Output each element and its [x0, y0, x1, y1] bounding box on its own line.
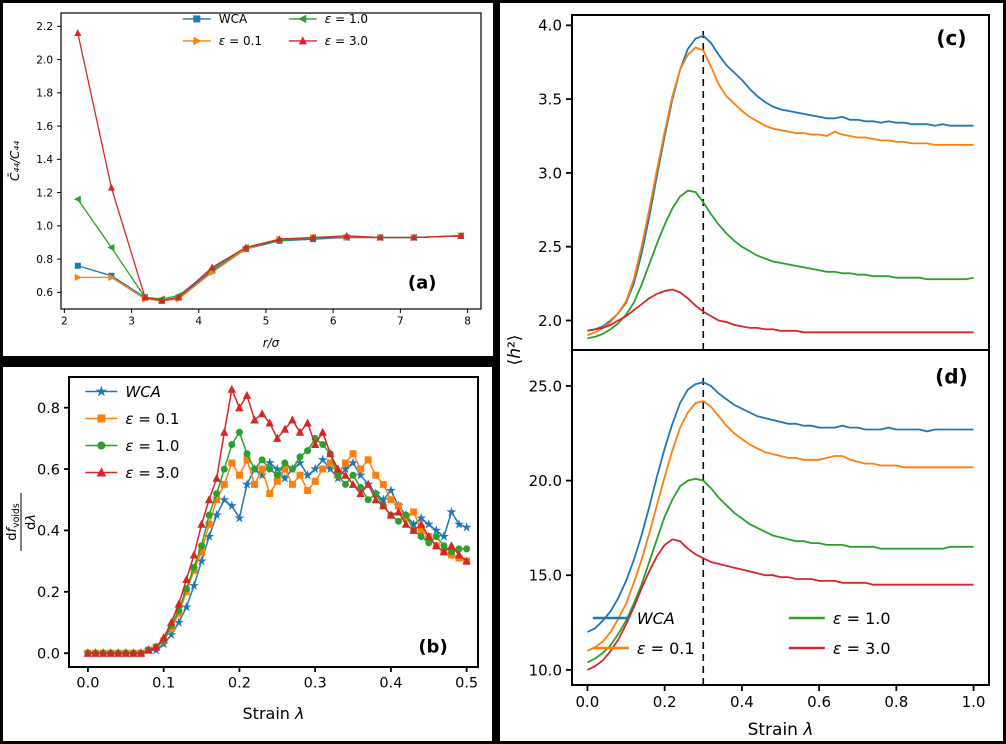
panel-right: 2.0 2.5 3.0 3.5 4.0 (c) 0.0 0.2 0.4 0.6 0.8 1.0 10.0… — [500, 3, 1003, 741]
ytick-label: 2.0 — [36, 54, 53, 66]
xtick-label: 6 — [330, 316, 337, 328]
xtick-label: 0.2 — [653, 693, 677, 711]
ytick-label: 0.0 — [37, 646, 60, 662]
ytick-label: 0.6 — [37, 462, 60, 478]
legend-label: ε = 3.0 — [325, 34, 368, 48]
series-1.0 — [77, 198, 461, 300]
ytick-label: 1.8 — [36, 88, 53, 100]
xtick-label: 0.3 — [304, 676, 327, 692]
series-WCA — [587, 381, 974, 633]
xlabel-a: r/σ — [263, 336, 280, 350]
ytick-label: 3.0 — [538, 164, 562, 182]
panel-label-a: (a) — [408, 272, 437, 293]
legend-label: ε = 1.0 — [325, 12, 368, 26]
legend-label: ε = 3.0 — [125, 464, 179, 482]
ytick-label: 2.2 — [36, 21, 53, 33]
series-3.0 — [77, 32, 461, 302]
ytick-label: 3.5 — [538, 91, 562, 109]
legend-label: ε = 0.1 — [637, 639, 695, 658]
ytick-label: 10.0 — [529, 661, 562, 679]
ytick-label: 1.4 — [36, 154, 53, 166]
ylabel-b: dfvoids dλ — [5, 493, 39, 551]
ytick-label: 0.4 — [37, 524, 60, 540]
series-1.0 — [587, 477, 974, 664]
ytick-label: 0.8 — [36, 254, 53, 266]
panel-label-c: (c) — [936, 26, 966, 50]
panel-cd-plot: 2.0 2.5 3.0 3.5 4.0 (c) 0.0 0.2 0.4 0.6 0.8 1.0 10.0… — [505, 14, 990, 740]
xlabel-d: Strain λ — [748, 720, 814, 740]
ytick-label: 25.0 — [529, 377, 562, 395]
ytick-label: 15.0 — [529, 567, 562, 585]
axes-frame-a — [60, 12, 482, 310]
xtick-label: 5 — [263, 316, 270, 328]
series-3.0 — [587, 288, 974, 334]
panel-b-plot: 0.0 0.1 0.2 0.3 0.4 0.5 0.0 0.2 0.4 0.6 0.8 Strain … — [5, 376, 479, 723]
legend-label: WCA — [637, 609, 675, 628]
series-1.0 — [587, 189, 974, 340]
series-WCA — [87, 458, 467, 654]
ytick-label: 4.0 — [538, 17, 562, 35]
xtick-label: 0.0 — [76, 676, 99, 692]
ytick-label: 20.0 — [529, 472, 562, 490]
ytick-label: 0.6 — [36, 287, 53, 299]
ylabel-a: C̄₄₄/C₄₄ — [8, 141, 22, 181]
panel-a-plot: 2 3 4 5 6 7 8 0.6 0.8 1.0 1.2 1.4 1.6 1.8 2.0 2.2 r/σ C̄₄… — [8, 12, 482, 350]
ytick-label: 2.0 — [538, 312, 562, 330]
plot-area-b — [82, 384, 472, 658]
ytick-label: 0.8 — [37, 401, 60, 417]
xtick-label: 0.4 — [730, 693, 754, 711]
xtick-label: 0.0 — [576, 693, 600, 711]
legend-label: ε = 0.1 — [219, 34, 262, 48]
panel-label-d: (d) — [935, 365, 968, 389]
legend-label: WCA — [125, 383, 161, 401]
ylabel-h2: ⟨h²⟩ — [505, 335, 525, 366]
xtick-label: 0.1 — [152, 676, 175, 692]
panel-a: 2 3 4 5 6 7 8 0.6 0.8 1.0 1.2 1.4 1.6 1.8 2.0 2.2 r/σ C̄₄… — [3, 3, 493, 356]
plot-area-c — [587, 29, 974, 350]
xtick-label: 3 — [128, 316, 135, 328]
axes-frame-d — [571, 349, 990, 686]
plot-area-d — [587, 374, 974, 685]
xlabel-b: Strain λ — [243, 704, 305, 723]
series-WCA — [77, 235, 461, 302]
ytick-label: 1.0 — [36, 221, 53, 233]
legend-label: ε = 0.1 — [125, 410, 179, 428]
ytick-label: 2.5 — [538, 238, 562, 256]
legend-label: ε = 3.0 — [833, 639, 891, 658]
series-0.1 — [587, 400, 974, 652]
xtick-label: 8 — [464, 316, 471, 328]
xtick-label: 1.0 — [962, 693, 986, 711]
ytick-label: 1.2 — [36, 187, 53, 199]
xtick-label: 2 — [61, 316, 68, 328]
xtick-label: 4 — [195, 316, 202, 328]
series-WCA — [587, 34, 974, 332]
svg-text:dfvoids: dfvoids — [5, 503, 22, 541]
legend-label: ε = 1.0 — [125, 437, 179, 455]
xtick-label: 0.6 — [807, 693, 831, 711]
panel-b: 0.0 0.1 0.2 0.3 0.4 0.5 0.0 0.2 0.4 0.6 0.8 Strain … — [3, 367, 492, 741]
xtick-label: 0.5 — [455, 676, 478, 692]
xtick-label: 0.4 — [379, 676, 402, 692]
svg-text:dλ: dλ — [24, 514, 39, 530]
xtick-label: 0.8 — [884, 693, 908, 711]
xtick-label: 0.2 — [228, 676, 251, 692]
series-3.0 — [587, 538, 974, 671]
xtick-label: 7 — [397, 316, 404, 328]
series-0.1 — [587, 46, 974, 337]
ytick-label: 0.2 — [37, 585, 60, 601]
legend-label: ε = 1.0 — [833, 609, 891, 628]
panel-label-b: (b) — [418, 637, 447, 658]
legend-label: WCA — [219, 12, 248, 26]
axes-frame-b — [68, 376, 479, 668]
plot-area-a — [73, 29, 465, 305]
ytick-label: 1.6 — [36, 121, 53, 133]
